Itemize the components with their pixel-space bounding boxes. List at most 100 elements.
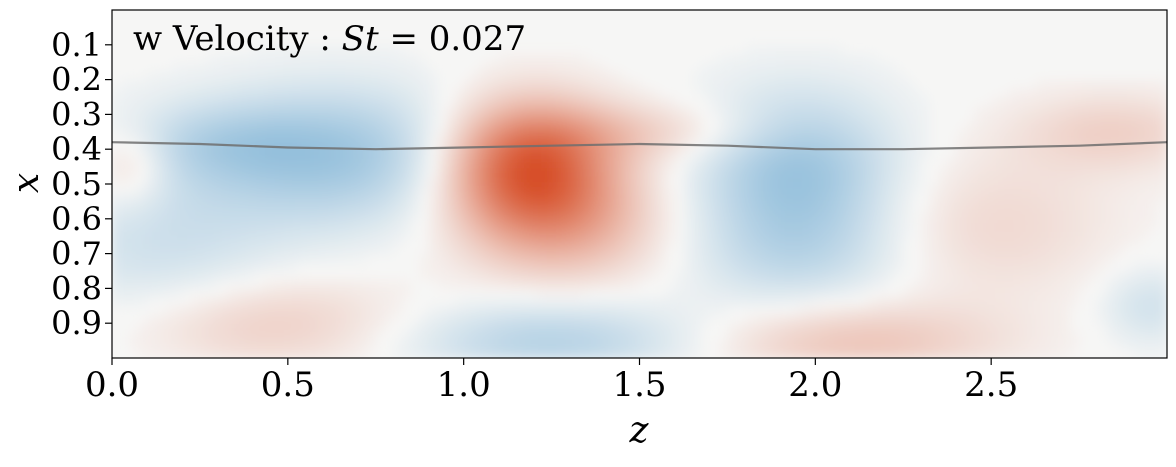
heatmap-cell bbox=[490, 201, 500, 211]
heatmap-cell bbox=[375, 149, 386, 159]
heatmap-cell bbox=[270, 149, 280, 159]
heatmap-cell bbox=[208, 253, 219, 264]
heatmap-cell bbox=[947, 305, 957, 316]
heatmap-cell bbox=[991, 244, 1001, 255]
heatmap-cell bbox=[402, 123, 412, 133]
heatmap-cell bbox=[498, 279, 509, 290]
heatmap-cell bbox=[279, 262, 289, 272]
heatmap-cell bbox=[375, 157, 386, 168]
heatmap-cell bbox=[279, 349, 289, 358]
heatmap-cell bbox=[366, 44, 377, 55]
heatmap-cell bbox=[340, 288, 351, 298]
heatmap-cell bbox=[507, 88, 518, 98]
heatmap-cell bbox=[525, 253, 535, 264]
heatmap-cell bbox=[780, 114, 790, 124]
heatmap-cell bbox=[120, 175, 131, 185]
heatmap-cell bbox=[243, 331, 254, 342]
heatmap-cell bbox=[806, 279, 817, 290]
heatmap-cell bbox=[542, 305, 553, 316]
heatmap-cell bbox=[349, 140, 359, 150]
heatmap-cell bbox=[780, 244, 790, 255]
heatmap-cell bbox=[243, 253, 254, 264]
heatmap-cell bbox=[516, 297, 527, 307]
heatmap-cell bbox=[639, 88, 650, 98]
heatmap-cell bbox=[1087, 192, 1098, 203]
heatmap-cell bbox=[182, 210, 192, 220]
heatmap-cell bbox=[498, 236, 509, 246]
heatmap-cell bbox=[1114, 340, 1124, 351]
heatmap-cell bbox=[885, 349, 896, 358]
heatmap-cell bbox=[569, 184, 579, 194]
heatmap-cell bbox=[1026, 105, 1036, 116]
heatmap-cell bbox=[1105, 184, 1116, 194]
heatmap-cell bbox=[191, 331, 201, 342]
heatmap-cell bbox=[771, 349, 781, 358]
heatmap-cell bbox=[1052, 184, 1063, 194]
heatmap-cell bbox=[331, 305, 342, 316]
heatmap-cell bbox=[199, 131, 210, 142]
heatmap-cell bbox=[191, 157, 201, 168]
heatmap-cell bbox=[815, 227, 825, 237]
heatmap-cell bbox=[832, 97, 843, 107]
heatmap-cell bbox=[314, 88, 324, 98]
heatmap-cell bbox=[287, 331, 298, 342]
heatmap-cell bbox=[745, 262, 755, 272]
heatmap-cell bbox=[736, 192, 746, 203]
heatmap-cell bbox=[973, 297, 984, 307]
heatmap-cell bbox=[569, 88, 579, 98]
heatmap-cell bbox=[1140, 323, 1151, 333]
heatmap-cell bbox=[534, 314, 544, 324]
heatmap-cell bbox=[1149, 157, 1160, 168]
heatmap-cell bbox=[832, 79, 843, 90]
heatmap-cell bbox=[446, 271, 456, 281]
heatmap-cell bbox=[463, 340, 474, 351]
heatmap-cell bbox=[402, 149, 412, 159]
heatmap-cell bbox=[551, 244, 562, 255]
heatmap-cell bbox=[410, 62, 421, 72]
heatmap-cell bbox=[885, 201, 896, 211]
heatmap-cell bbox=[410, 323, 421, 333]
heatmap-cell bbox=[287, 184, 298, 194]
heatmap-cell bbox=[745, 227, 755, 237]
heatmap-cell bbox=[1035, 218, 1045, 229]
heatmap-cell bbox=[366, 279, 377, 290]
heatmap-cell bbox=[1140, 271, 1151, 281]
heatmap-cell bbox=[138, 236, 148, 246]
heatmap-cell bbox=[129, 123, 140, 133]
heatmap-cell bbox=[314, 184, 324, 194]
heatmap-cell bbox=[340, 349, 351, 358]
heatmap-cell bbox=[621, 88, 632, 98]
heatmap-cell bbox=[824, 340, 834, 351]
heatmap-cell bbox=[1140, 184, 1151, 194]
heatmap-cell bbox=[665, 114, 676, 124]
heatmap-cell bbox=[164, 305, 175, 316]
heatmap-cell bbox=[507, 192, 518, 203]
heatmap-cell bbox=[560, 262, 570, 272]
heatmap-cell bbox=[243, 349, 254, 358]
heatmap-cell bbox=[1026, 297, 1036, 307]
heatmap-cell bbox=[375, 140, 386, 150]
heatmap-cell bbox=[472, 192, 483, 203]
heatmap-cell bbox=[753, 314, 764, 324]
heatmap-cell bbox=[217, 131, 228, 142]
heatmap-cell bbox=[463, 123, 474, 133]
heatmap-cell bbox=[639, 184, 650, 194]
heatmap-cell bbox=[1061, 114, 1072, 124]
heatmap-cell bbox=[577, 349, 588, 358]
heatmap-cell bbox=[419, 97, 430, 107]
heatmap-cell bbox=[252, 288, 263, 298]
heatmap-cell bbox=[173, 314, 184, 324]
heatmap-cell bbox=[1096, 149, 1107, 159]
heatmap-cell bbox=[1096, 157, 1107, 168]
heatmap-cell bbox=[323, 157, 333, 168]
heatmap-cell bbox=[1052, 279, 1063, 290]
heatmap-cell bbox=[753, 262, 764, 272]
heatmap-cell bbox=[577, 105, 588, 116]
heatmap-cell bbox=[1123, 175, 1133, 185]
heatmap-cell bbox=[762, 62, 773, 72]
heatmap-cell bbox=[208, 175, 219, 185]
heatmap-cell bbox=[665, 184, 676, 194]
heatmap-cell bbox=[982, 175, 992, 185]
heatmap-cell bbox=[191, 149, 201, 159]
heatmap-cell bbox=[147, 218, 157, 229]
